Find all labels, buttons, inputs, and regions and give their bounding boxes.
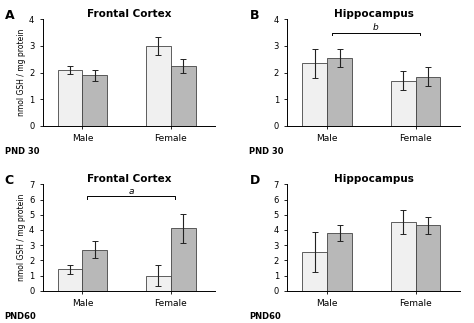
Bar xyxy=(171,66,196,126)
Text: A: A xyxy=(5,9,14,22)
Title: Hippocampus: Hippocampus xyxy=(334,9,413,19)
Title: Frontal Cortex: Frontal Cortex xyxy=(87,9,171,19)
Bar xyxy=(302,63,327,126)
Y-axis label: nmol GSH / mg protein: nmol GSH / mg protein xyxy=(17,194,26,281)
Title: Frontal Cortex: Frontal Cortex xyxy=(87,173,171,183)
Title: Hippocampus: Hippocampus xyxy=(334,173,413,183)
Bar xyxy=(146,46,171,126)
Text: b: b xyxy=(373,23,379,32)
Text: C: C xyxy=(5,174,14,187)
Y-axis label: nmol GSH / mg protein: nmol GSH / mg protein xyxy=(17,29,26,116)
Bar xyxy=(416,225,440,291)
Bar xyxy=(327,58,352,126)
Bar xyxy=(58,70,82,126)
Bar xyxy=(302,252,327,291)
Bar xyxy=(58,269,82,291)
Bar xyxy=(391,222,416,291)
Text: D: D xyxy=(249,174,260,187)
Bar xyxy=(327,233,352,291)
Text: PND 30: PND 30 xyxy=(5,147,39,156)
Bar xyxy=(416,77,440,126)
Bar xyxy=(171,228,196,291)
Bar xyxy=(82,75,107,126)
Text: PND 30: PND 30 xyxy=(249,147,284,156)
Text: B: B xyxy=(249,9,259,22)
Text: PND60: PND60 xyxy=(5,312,36,321)
Bar xyxy=(146,276,171,291)
Bar xyxy=(391,80,416,126)
Bar xyxy=(82,250,107,291)
Text: a: a xyxy=(128,187,134,196)
Text: PND60: PND60 xyxy=(249,312,281,321)
